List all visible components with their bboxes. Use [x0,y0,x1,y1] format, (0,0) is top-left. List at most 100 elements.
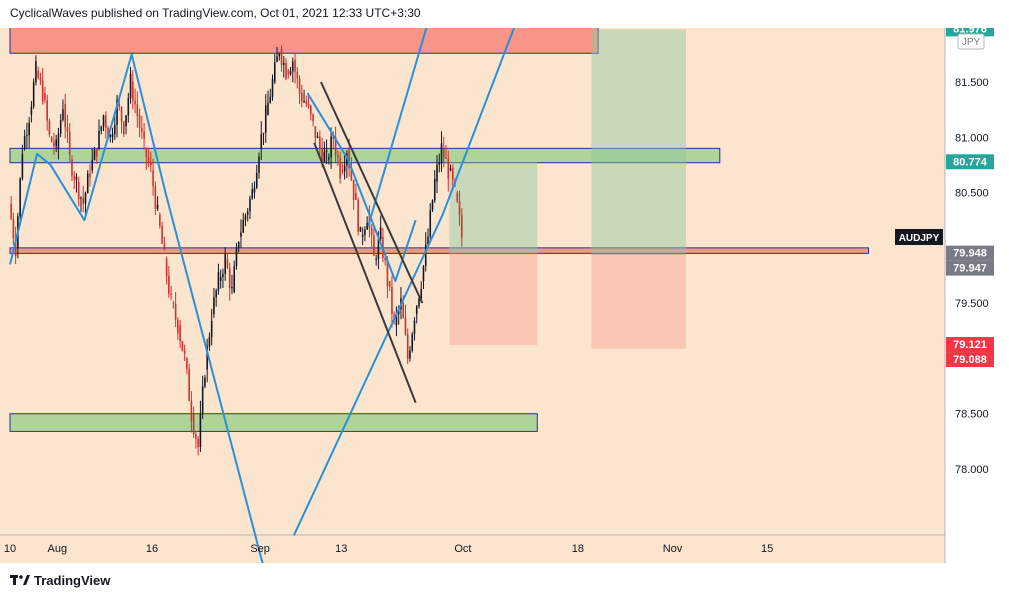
candle-body [249,198,251,212]
candle-body [44,93,46,101]
candle-body [41,80,44,102]
candle-body [62,109,64,120]
position-stop-zone [449,253,538,346]
price-chart[interactable]: 78.000 78.500 79.500 80.500 81.000 81.500 10 A… [0,0,1000,580]
candle-body [82,197,85,205]
candle-body [48,120,51,135]
price-tick-label: 78.500 [955,409,989,421]
candle-body [377,239,380,259]
candle-body [391,286,393,315]
candle-body [253,187,256,193]
candle-layer [10,45,463,456]
candle-body [267,102,269,116]
zone-demand [9,413,538,432]
candle-body [26,135,28,137]
candle-body [138,115,141,128]
candle-body [449,168,452,171]
candle-body [64,104,67,128]
candle-body [68,131,71,155]
candle-body [438,162,441,165]
price-axis[interactable]: 78.000 78.500 79.500 80.500 81.000 81.500 [955,77,989,476]
time-axis-background [0,535,945,563]
candle-body [262,132,265,134]
descending-channel-upper-line [320,81,424,304]
candle-body [321,148,323,162]
candle-body [143,131,145,139]
time-axis[interactable]: 10 Aug 16 Sep 13 Oct 18 Nov 15 [4,543,773,555]
candle-body [445,157,447,159]
candle-body [258,156,260,173]
candle-body [165,258,168,276]
time-tick-label: 15 [761,543,773,555]
candle-body [404,317,407,335]
candle-body [350,168,353,180]
chart-area[interactable]: 78.000 78.500 79.500 80.500 81.000 81.500 10 A… [0,0,1000,580]
candle-body [170,293,172,296]
candle-body [127,97,130,116]
candle-body [422,266,425,282]
zone-pivot [9,247,870,254]
candle-body [240,232,242,237]
candle-body [352,179,355,200]
candle-body [226,258,229,268]
candle-body [298,78,301,94]
candle-body [328,157,330,160]
time-tick-label: 10 [4,543,16,555]
candle-body [346,153,348,166]
candle-body [73,176,76,180]
candle-body [433,178,436,201]
candle-body [77,181,80,199]
candle-body [161,225,163,244]
candle-body [84,193,87,204]
candle-body [294,59,296,72]
candle-body [436,164,438,182]
wave-zigzag-line [9,53,268,580]
candle-body [177,319,179,334]
candle-body [91,159,94,171]
tradingview-branding[interactable]: TradingView [10,571,110,589]
candle-body [134,100,136,105]
candle-body [343,165,346,172]
candle-body [93,149,96,160]
candle-body [71,159,73,177]
candle-body [357,199,359,232]
price-label-text: 80.774 [953,156,988,168]
price-label-box [946,352,994,368]
candle-body [190,400,193,422]
candle-body [57,133,60,149]
price-tick-label: 79.500 [955,298,989,310]
candle-body [228,267,231,289]
time-tick-label: 16 [146,543,158,555]
candle-body [80,197,82,199]
candle-body [310,105,312,115]
candle-body [355,192,357,200]
price-tick-label: 81.000 [955,132,989,144]
candle-body [174,303,177,320]
candle-body [246,211,249,215]
candle-body [291,61,294,72]
candle-body [334,137,337,155]
candle-body [19,178,21,217]
candle-body [305,101,308,105]
candle-body [86,173,89,194]
candle-body [413,320,416,335]
candle-body [319,136,321,149]
candle-body [107,127,109,138]
candle-body [375,258,377,260]
price-label-box [946,154,994,170]
brand-name: TradingView [34,572,111,588]
candle-body [116,99,118,125]
candle-body [217,271,220,291]
candle-body [359,226,362,232]
candle-body [208,337,211,347]
candle-body [23,136,26,149]
candle-body [136,104,139,117]
candle-body [406,334,409,360]
candle-body [255,172,258,188]
candle-body [145,148,148,157]
candle-body [122,121,125,135]
candle-body [10,203,12,219]
candle-body [141,127,143,132]
candle-body [213,297,215,315]
time-tick-label: 18 [572,543,584,555]
